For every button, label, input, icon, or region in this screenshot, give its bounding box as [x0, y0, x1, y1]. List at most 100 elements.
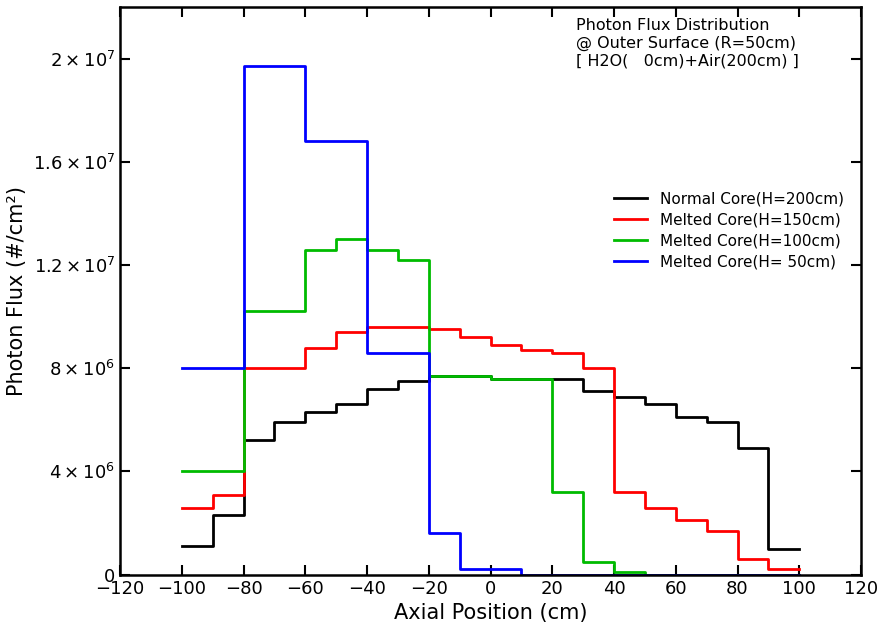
Normal Core(H=200cm): [207, 512, 218, 519]
Melted Core(H=100cm): [485, 372, 496, 380]
Normal Core(H=200cm): [269, 418, 280, 426]
Melted Core(H=150cm): [640, 504, 650, 512]
Melted Core(H= 50cm): [516, 566, 527, 573]
Normal Core(H=200cm): [393, 385, 404, 392]
Normal Core(H=200cm): [362, 401, 373, 408]
Normal Core(H=200cm): [732, 444, 743, 452]
Melted Core(H= 50cm): [454, 530, 465, 537]
Melted Core(H= 50cm): [640, 571, 650, 578]
Melted Core(H=150cm): [423, 323, 434, 331]
Melted Core(H=150cm): [362, 328, 373, 336]
Melted Core(H=150cm): [516, 341, 527, 349]
Line: Melted Core(H= 50cm): Melted Core(H= 50cm): [181, 66, 799, 575]
Normal Core(H=200cm): [238, 512, 249, 519]
Melted Core(H= 50cm): [176, 364, 187, 372]
Melted Core(H=100cm): [207, 467, 218, 475]
Melted Core(H=150cm): [393, 323, 404, 331]
Melted Core(H=100cm): [701, 571, 712, 578]
Melted Core(H=150cm): [732, 556, 743, 563]
Normal Core(H=200cm): [423, 377, 434, 385]
Normal Core(H=200cm): [516, 375, 527, 382]
Melted Core(H= 50cm): [485, 566, 496, 573]
Normal Core(H=200cm): [640, 393, 650, 401]
Melted Core(H=100cm): [763, 571, 773, 578]
Melted Core(H= 50cm): [393, 349, 404, 357]
Normal Core(H=200cm): [362, 385, 373, 392]
Melted Core(H= 50cm): [609, 571, 620, 578]
Melted Core(H= 50cm): [578, 571, 589, 578]
Melted Core(H=150cm): [300, 344, 311, 352]
Melted Core(H=100cm): [238, 467, 249, 475]
Melted Core(H=150cm): [640, 488, 650, 496]
Normal Core(H=200cm): [393, 377, 404, 385]
Melted Core(H= 50cm): [763, 571, 773, 578]
Melted Core(H=150cm): [454, 333, 465, 341]
Melted Core(H= 50cm): [207, 364, 218, 372]
Melted Core(H=100cm): [269, 307, 280, 315]
Melted Core(H= 50cm): [300, 62, 311, 70]
Normal Core(H=200cm): [423, 372, 434, 380]
Melted Core(H=100cm): [362, 236, 373, 243]
Melted Core(H= 50cm): [362, 349, 373, 357]
Normal Core(H=200cm): [671, 401, 681, 408]
Melted Core(H= 50cm): [701, 571, 712, 578]
Melted Core(H=150cm): [763, 556, 773, 563]
Normal Core(H=200cm): [454, 372, 465, 380]
Melted Core(H=150cm): [207, 504, 218, 512]
Melted Core(H= 50cm): [640, 571, 650, 578]
Melted Core(H=150cm): [547, 349, 558, 357]
Melted Core(H=100cm): [331, 236, 342, 243]
Normal Core(H=200cm): [485, 372, 496, 380]
Melted Core(H=150cm): [269, 364, 280, 372]
Normal Core(H=200cm): [609, 387, 620, 395]
Melted Core(H=150cm): [300, 364, 311, 372]
Melted Core(H=100cm): [238, 307, 249, 315]
Melted Core(H=150cm): [454, 326, 465, 333]
Line: Normal Core(H=200cm): Normal Core(H=200cm): [181, 376, 799, 549]
Melted Core(H=150cm): [701, 527, 712, 534]
Melted Core(H=100cm): [732, 571, 743, 578]
Melted Core(H=100cm): [516, 375, 527, 382]
Melted Core(H=100cm): [671, 571, 681, 578]
Normal Core(H=200cm): [763, 444, 773, 452]
Normal Core(H=200cm): [331, 408, 342, 416]
Melted Core(H=150cm): [176, 504, 187, 512]
Normal Core(H=200cm): [794, 545, 804, 553]
Melted Core(H= 50cm): [454, 566, 465, 573]
Melted Core(H=100cm): [362, 246, 373, 253]
Melted Core(H=100cm): [207, 467, 218, 475]
Normal Core(H=200cm): [516, 375, 527, 382]
Melted Core(H=100cm): [578, 488, 589, 496]
Normal Core(H=200cm): [578, 387, 589, 395]
Melted Core(H=100cm): [393, 256, 404, 263]
Normal Core(H=200cm): [609, 393, 620, 401]
Melted Core(H= 50cm): [578, 571, 589, 578]
Melted Core(H=150cm): [671, 504, 681, 512]
Melted Core(H=100cm): [393, 246, 404, 253]
Normal Core(H=200cm): [547, 375, 558, 382]
Melted Core(H= 50cm): [238, 364, 249, 372]
Melted Core(H=150cm): [578, 364, 589, 372]
Melted Core(H= 50cm): [671, 571, 681, 578]
Melted Core(H=100cm): [640, 568, 650, 576]
Melted Core(H= 50cm): [331, 137, 342, 145]
Y-axis label: Photon Flux (#/cm²): Photon Flux (#/cm²): [7, 186, 27, 396]
Melted Core(H=100cm): [300, 246, 311, 253]
Normal Core(H=200cm): [547, 375, 558, 382]
Melted Core(H=150cm): [578, 349, 589, 357]
Melted Core(H= 50cm): [547, 571, 558, 578]
Text: Photon Flux Distribution
@ Outer Surface (R=50cm)
[ H2O(   0cm)+Air(200cm) ]: Photon Flux Distribution @ Outer Surface…: [576, 18, 798, 68]
Melted Core(H=150cm): [701, 517, 712, 524]
Melted Core(H=100cm): [423, 256, 434, 263]
Melted Core(H= 50cm): [269, 62, 280, 70]
Melted Core(H=150cm): [393, 323, 404, 331]
Normal Core(H=200cm): [238, 437, 249, 444]
Melted Core(H= 50cm): [732, 571, 743, 578]
Melted Core(H= 50cm): [701, 571, 712, 578]
Normal Core(H=200cm): [640, 401, 650, 408]
Melted Core(H=100cm): [176, 467, 187, 475]
Melted Core(H=100cm): [547, 375, 558, 382]
Normal Core(H=200cm): [300, 418, 311, 426]
Melted Core(H=100cm): [331, 246, 342, 253]
Normal Core(H=200cm): [331, 401, 342, 408]
